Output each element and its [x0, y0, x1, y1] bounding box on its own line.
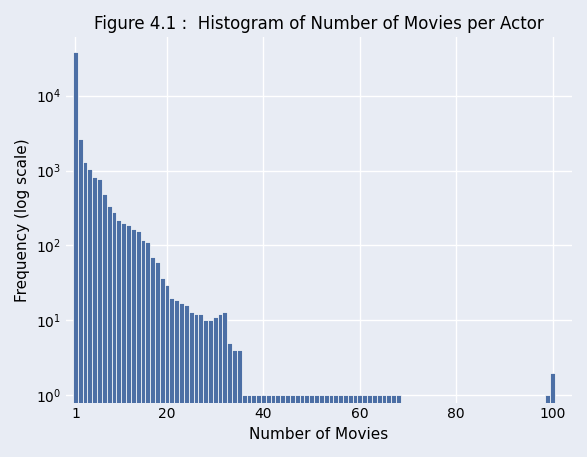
Bar	[299, 395, 305, 457]
Bar	[83, 162, 87, 457]
Bar	[545, 395, 550, 457]
Bar	[87, 169, 92, 457]
Bar	[367, 395, 372, 457]
Bar	[396, 395, 401, 457]
Title: Figure 4.1 :  Histogram of Number of Movies per Actor: Figure 4.1 : Histogram of Number of Movi…	[94, 15, 544, 33]
Bar	[247, 395, 251, 457]
Bar	[256, 395, 261, 457]
Bar	[73, 52, 78, 457]
Bar	[232, 350, 237, 457]
Bar	[362, 395, 367, 457]
Bar	[382, 395, 386, 457]
Bar	[281, 395, 285, 457]
Y-axis label: Frequency (log scale): Frequency (log scale)	[15, 138, 30, 302]
Bar	[338, 395, 343, 457]
Bar	[140, 239, 146, 457]
Bar	[372, 395, 377, 457]
Bar	[251, 395, 256, 457]
X-axis label: Number of Movies: Number of Movies	[249, 427, 389, 442]
Bar	[131, 229, 136, 457]
Bar	[222, 312, 227, 457]
Bar	[188, 312, 194, 457]
Bar	[122, 223, 126, 457]
Bar	[227, 343, 232, 457]
Bar	[97, 180, 102, 457]
Bar	[170, 298, 174, 457]
Bar	[333, 395, 338, 457]
Bar	[174, 299, 179, 457]
Bar	[391, 395, 396, 457]
Bar	[184, 305, 188, 457]
Bar	[155, 262, 160, 457]
Bar	[92, 176, 97, 457]
Bar	[309, 395, 314, 457]
Bar	[275, 395, 281, 457]
Bar	[194, 314, 198, 457]
Bar	[164, 285, 170, 457]
Bar	[78, 139, 83, 457]
Bar	[348, 395, 353, 457]
Bar	[237, 350, 242, 457]
Bar	[386, 395, 391, 457]
Bar	[218, 314, 222, 457]
Bar	[213, 317, 218, 457]
Bar	[266, 395, 271, 457]
Bar	[136, 231, 140, 457]
Bar	[146, 242, 150, 457]
Bar	[179, 303, 184, 457]
Bar	[290, 395, 295, 457]
Bar	[323, 395, 329, 457]
Bar	[295, 395, 299, 457]
Bar	[305, 395, 309, 457]
Bar	[357, 395, 362, 457]
Bar	[107, 206, 112, 457]
Bar	[550, 373, 555, 457]
Bar	[319, 395, 323, 457]
Bar	[203, 320, 208, 457]
Bar	[112, 212, 116, 457]
Bar	[353, 395, 357, 457]
Bar	[102, 194, 107, 457]
Bar	[208, 320, 213, 457]
Bar	[198, 314, 203, 457]
Bar	[150, 257, 155, 457]
Bar	[160, 278, 164, 457]
Bar	[285, 395, 290, 457]
Bar	[261, 395, 266, 457]
Bar	[343, 395, 348, 457]
Bar	[126, 224, 131, 457]
Bar	[116, 220, 122, 457]
Bar	[377, 395, 382, 457]
Bar	[329, 395, 333, 457]
Bar	[314, 395, 319, 457]
Bar	[271, 395, 275, 457]
Bar	[242, 395, 247, 457]
